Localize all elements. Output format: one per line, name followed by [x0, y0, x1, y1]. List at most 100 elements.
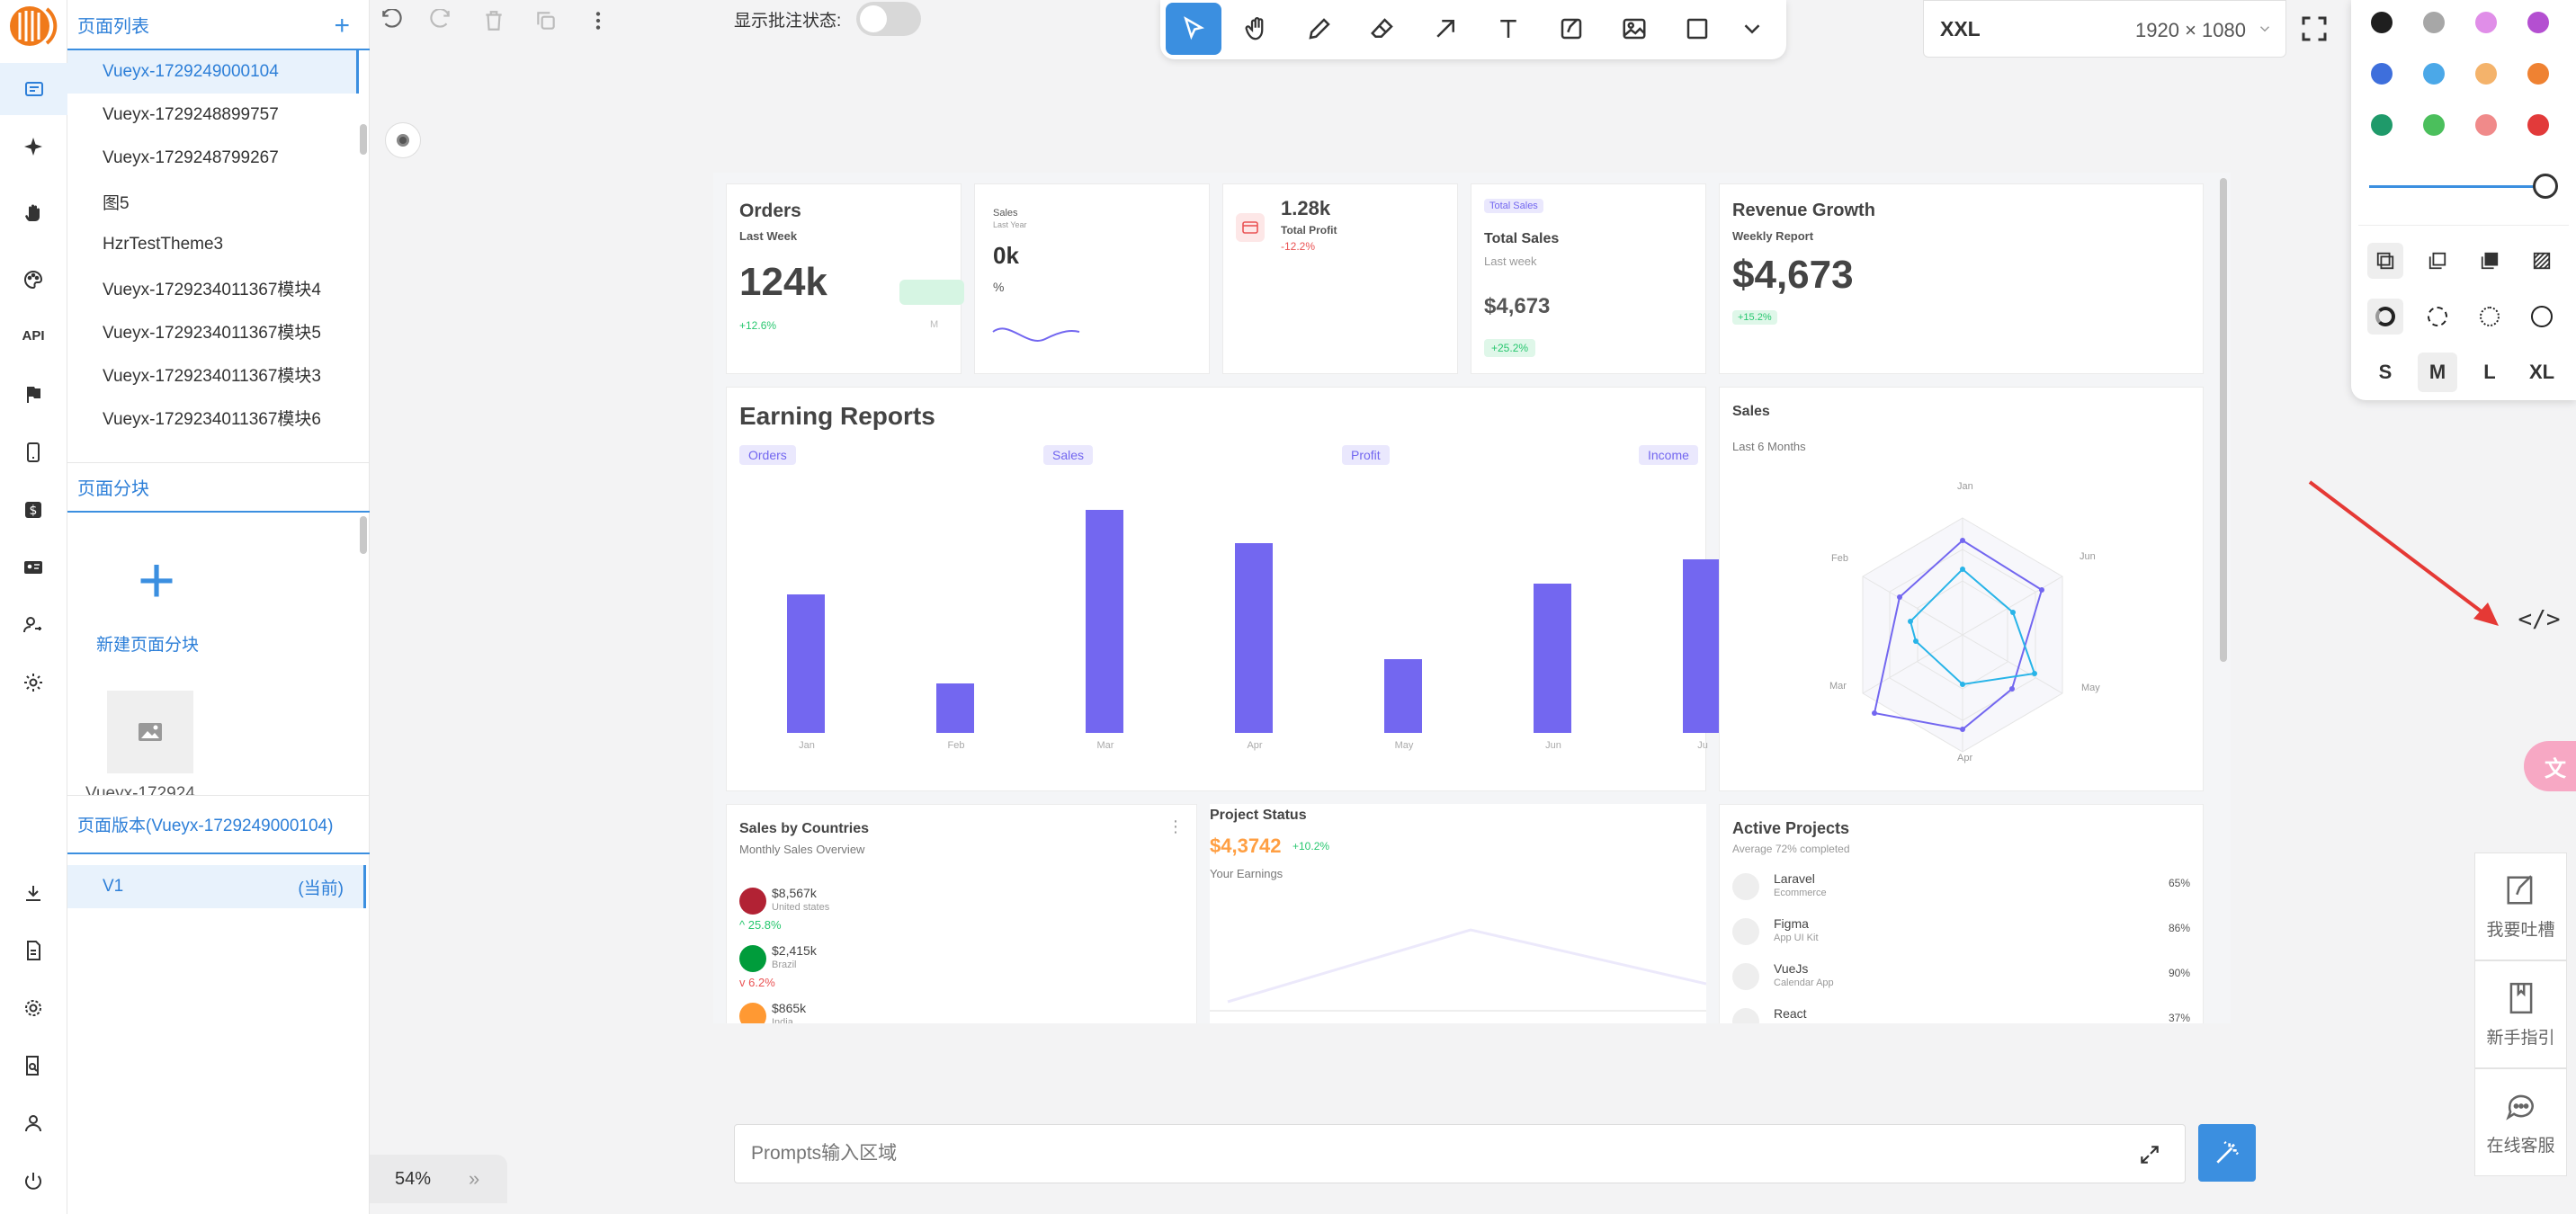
settings-icon[interactable] [14, 989, 52, 1027]
total-sales-card[interactable]: Total Sales Total Sales Last week $4,673… [1471, 183, 1706, 374]
color-swatch[interactable] [2371, 114, 2393, 136]
color-swatch[interactable] [2371, 12, 2393, 33]
chevron-down-icon[interactable] [1725, 3, 1779, 55]
layer-bottom-icon[interactable] [2367, 243, 2403, 279]
new-block-button[interactable]: + 新建页面分块 [85, 549, 220, 656]
sales-by-countries-card[interactable]: Sales by Countries Monthly Sales Overvie… [726, 804, 1197, 1023]
side-widget-button[interactable]: 在线客服 [2474, 1068, 2567, 1176]
stroke-slider-track[interactable] [2369, 185, 2545, 188]
color-swatch[interactable] [2423, 114, 2445, 136]
page-list-item[interactable]: 图5 [103, 193, 130, 213]
blocks-scrollbar[interactable] [360, 516, 367, 554]
color-swatch[interactable] [2423, 12, 2445, 33]
more-vertical-icon[interactable] [583, 5, 613, 36]
orders-card[interactable]: Orders Last Week 124k +12.6% M [726, 183, 964, 374]
delete-icon[interactable] [479, 5, 509, 36]
mobile-icon[interactable] [14, 433, 52, 471]
layer-top-icon[interactable] [2524, 243, 2560, 279]
api-icon[interactable]: API [22, 327, 45, 344]
page-list-icon[interactable] [0, 63, 67, 115]
canvas-preview[interactable]: Orders Last Week 124k +12.6% M Sales Las… [713, 173, 2231, 1023]
more-vertical-icon[interactable]: ⋮ [1167, 817, 1184, 835]
zoom-control[interactable]: 54% » [370, 1155, 507, 1203]
user-key-icon[interactable] [14, 606, 52, 644]
arrow-icon[interactable] [1418, 3, 1473, 55]
color-swatch[interactable] [2527, 63, 2549, 85]
page-list-item[interactable]: Vueyx-1729234011367模块4 [103, 280, 321, 299]
layer-up-icon[interactable] [2472, 243, 2508, 279]
search-doc-icon[interactable] [14, 1047, 52, 1085]
color-swatch[interactable] [2527, 114, 2549, 136]
gear-icon[interactable] [14, 664, 52, 701]
undo-icon[interactable] [376, 5, 407, 36]
project-status-card[interactable]: Project Status $4,3742 +10.2% Your Earni… [1210, 804, 1706, 1023]
earning-tab-income[interactable]: Income [1639, 445, 1698, 465]
stroke-thin-icon[interactable] [2524, 299, 2560, 335]
page-list-item[interactable]: Vueyx-1729249000104 [67, 50, 359, 94]
active-projects-card[interactable]: Active Projects Average 72% completed La… [1719, 804, 2204, 1023]
color-swatch[interactable] [2475, 114, 2497, 136]
resolution-selector[interactable]: XXL 1920 × 1080 [1923, 0, 2286, 58]
magic-wand-button[interactable] [2198, 1124, 2256, 1182]
earning-tab-profit[interactable]: Profit [1342, 445, 1390, 465]
download-icon[interactable] [14, 874, 52, 912]
note-icon[interactable] [1543, 3, 1599, 55]
sales-radar-card[interactable]: Sales Last 6 Months Jan Jun May Apr Mar … [1719, 387, 2204, 791]
stroke-dotted-icon[interactable] [2472, 299, 2508, 335]
stroke-solid-icon[interactable] [2367, 299, 2403, 335]
size-option-s[interactable]: S [2378, 361, 2393, 383]
color-swatch[interactable] [2475, 12, 2497, 33]
sales-card[interactable]: Sales Last Year 0k % [974, 183, 1210, 374]
flag-icon[interactable] [14, 376, 52, 414]
fullscreen-icon[interactable] [2298, 13, 2330, 45]
color-swatch[interactable] [2423, 63, 2445, 85]
size-option-xl[interactable]: XL [2528, 361, 2555, 383]
side-widget-button[interactable]: 新手指引 [2474, 960, 2567, 1068]
rectangle-icon[interactable] [1669, 3, 1725, 55]
prompt-input[interactable] [735, 1125, 2138, 1183]
color-swatch[interactable] [2475, 63, 2497, 85]
preview-scrollbar[interactable] [2220, 178, 2227, 662]
hand-icon[interactable] [1229, 3, 1284, 55]
layer-down-icon[interactable] [2419, 243, 2455, 279]
sparkle-icon[interactable] [14, 128, 52, 165]
record-button[interactable] [385, 122, 421, 158]
add-page-button[interactable]: + [334, 11, 350, 40]
page-list-item[interactable]: Vueyx-1729234011367模块3 [103, 366, 321, 386]
pointer-icon[interactable] [1166, 3, 1221, 55]
size-option-m[interactable]: M [2418, 353, 2457, 392]
pencil-icon[interactable] [1292, 3, 1347, 55]
text-icon[interactable] [1480, 3, 1536, 55]
revenue-card[interactable]: Revenue Growth Weekly Report $4,673 +15.… [1719, 183, 2204, 374]
power-icon[interactable] [14, 1162, 52, 1200]
annotation-toggle[interactable] [856, 2, 921, 36]
page-list-item[interactable]: Vueyx-1729234011367模块6 [103, 409, 321, 429]
size-option-l[interactable]: L [2483, 361, 2496, 383]
redo-icon[interactable] [425, 5, 456, 36]
version-row[interactable]: V1 (当前) [67, 865, 366, 908]
user-icon[interactable] [14, 1104, 52, 1142]
earning-reports-card[interactable]: Earning Reports Orders Sales Profit Inco… [726, 387, 1721, 791]
side-widget-button[interactable]: 我要吐槽 [2474, 852, 2567, 960]
image-icon[interactable] [1606, 3, 1662, 55]
page-list-item[interactable]: Vueyx-1729234011367模块5 [103, 323, 321, 343]
color-swatch[interactable] [2371, 63, 2393, 85]
earning-tab-orders[interactable]: Orders [739, 445, 796, 465]
document-icon[interactable] [14, 932, 52, 969]
code-icon[interactable]: </> [2518, 606, 2561, 633]
page-list-item[interactable]: Vueyx-1729248899757 [103, 105, 279, 124]
block-thumbnail[interactable] [107, 691, 193, 773]
stroke-slider-handle[interactable] [2533, 174, 2558, 199]
earning-tab-sales[interactable]: Sales [1043, 445, 1094, 465]
page-list-item[interactable]: HzrTestTheme3 [103, 235, 224, 254]
expand-icon[interactable] [2138, 1143, 2161, 1171]
page-list-scrollbar[interactable] [360, 124, 367, 155]
id-card-icon[interactable] [14, 549, 52, 586]
palette-icon[interactable] [14, 261, 52, 299]
profit-card[interactable]: 1.28k Total Profit -12.2% [1222, 183, 1458, 374]
hand-icon[interactable] [14, 194, 52, 232]
stroke-dashed-icon[interactable] [2419, 299, 2455, 335]
copy-icon[interactable] [531, 5, 561, 36]
translate-icon[interactable]: 文 [2524, 741, 2576, 791]
double-chevron-right-icon[interactable]: » [469, 1167, 480, 1190]
